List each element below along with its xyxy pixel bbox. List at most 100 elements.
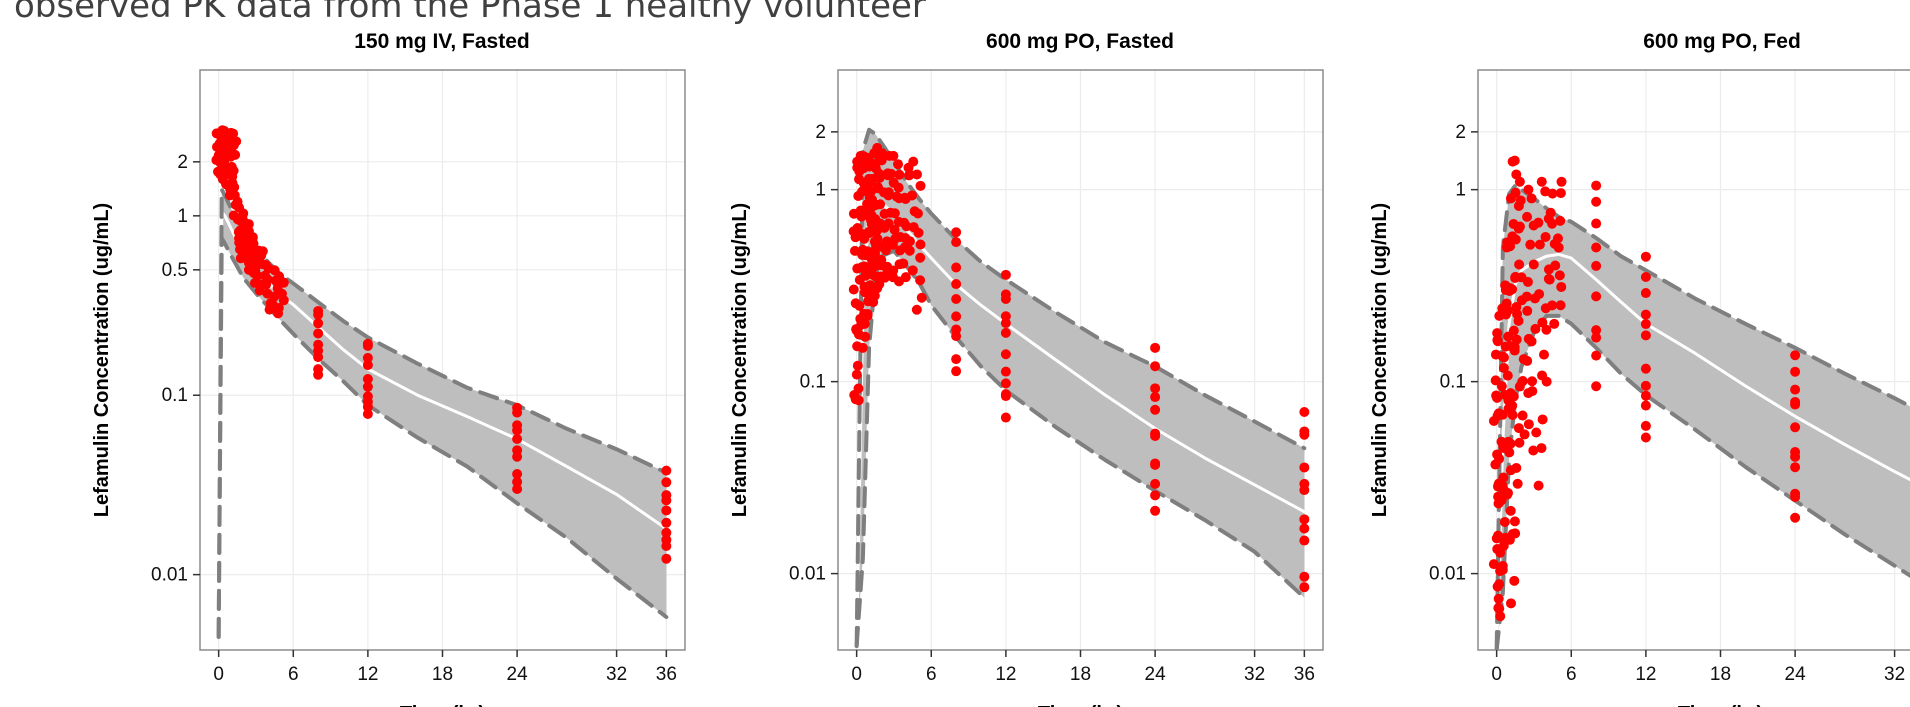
observed-point — [1150, 392, 1161, 403]
observed-point — [898, 258, 909, 269]
observed-point — [1150, 342, 1161, 353]
prediction-band — [856, 129, 1305, 646]
observed-point — [880, 245, 891, 256]
observed-point — [913, 227, 924, 238]
observed-point — [1536, 443, 1547, 454]
observed-point — [1790, 447, 1801, 458]
observed-point — [911, 304, 922, 315]
observed-point — [1591, 180, 1602, 191]
observed-point — [1640, 251, 1651, 262]
observed-point — [512, 484, 523, 495]
y-tick-label: 1 — [177, 206, 188, 227]
observed-point — [1492, 328, 1503, 339]
observed-point — [915, 239, 926, 250]
observed-point — [1537, 414, 1548, 425]
observed-point — [232, 196, 243, 207]
observed-point — [1547, 218, 1558, 229]
observed-point — [1504, 447, 1515, 458]
observed-point — [228, 128, 239, 139]
observed-point — [894, 169, 905, 180]
observed-point — [1498, 362, 1509, 373]
observed-point — [1523, 419, 1534, 430]
observed-point — [860, 331, 871, 342]
observed-point — [1556, 176, 1567, 187]
observed-point — [1556, 281, 1567, 292]
observed-point — [1591, 350, 1602, 361]
observed-point — [362, 391, 373, 402]
observed-point — [900, 272, 911, 283]
observed-point — [313, 339, 324, 350]
observed-point — [1509, 345, 1520, 356]
observed-point — [1521, 291, 1532, 302]
observed-point — [1498, 540, 1509, 551]
observed-point — [313, 328, 324, 339]
observed-point — [1517, 410, 1528, 421]
observed-point — [262, 274, 273, 285]
observed-point — [362, 381, 373, 392]
observed-point — [1000, 412, 1011, 423]
observed-point — [1555, 188, 1566, 199]
observed-point — [512, 402, 523, 413]
observed-point — [1640, 420, 1651, 431]
observed-point — [1550, 260, 1561, 271]
observed-point — [1494, 603, 1505, 614]
observed-point — [260, 260, 271, 271]
observed-point — [1519, 429, 1530, 440]
observed-point — [874, 279, 885, 290]
x-axis-label: Time (hr) — [400, 703, 485, 707]
observed-point — [1534, 239, 1545, 250]
observed-point — [904, 236, 915, 247]
observed-point — [951, 366, 962, 377]
observed-point — [1544, 274, 1555, 285]
y-tick-label: 2 — [1455, 122, 1466, 143]
lower-bound-line — [216, 236, 669, 639]
observed-point — [1528, 445, 1539, 456]
observed-point — [915, 180, 926, 191]
observed-point — [1502, 370, 1513, 381]
observed-point — [512, 434, 523, 445]
x-tick-label: 12 — [995, 664, 1016, 685]
x-axis-label: Time (hr) — [1038, 703, 1123, 707]
observed-point — [276, 288, 287, 299]
observed-point — [661, 465, 672, 476]
observed-point — [852, 360, 863, 371]
observed-point — [1508, 325, 1519, 336]
observed-point — [1640, 390, 1651, 401]
x-tick-label: 0 — [213, 664, 224, 685]
observed-point — [1509, 575, 1520, 586]
observed-point — [893, 182, 904, 193]
observed-point — [1640, 288, 1651, 299]
observed-point — [1502, 487, 1513, 498]
observed-point — [1591, 260, 1602, 271]
observed-point — [951, 293, 962, 304]
observed-point — [1493, 593, 1504, 604]
observed-point — [1790, 350, 1801, 361]
observed-point — [1545, 207, 1556, 218]
x-tick-label: 0 — [851, 664, 862, 685]
y-tick-label: 0.01 — [1429, 564, 1466, 585]
x-tick-label: 24 — [507, 664, 529, 685]
upper-bound-line — [854, 127, 1307, 648]
observed-point — [512, 445, 523, 456]
observed-point — [907, 265, 918, 276]
x-tick-label: 0 — [1491, 664, 1502, 685]
observed-point — [512, 476, 523, 487]
observed-point — [1510, 187, 1521, 198]
observed-point — [1299, 535, 1310, 546]
observed-point — [1555, 215, 1566, 226]
observed-point — [899, 217, 910, 228]
observed-point — [893, 159, 904, 170]
observed-point — [1150, 505, 1161, 516]
observed-point — [951, 311, 962, 322]
observed-point — [889, 224, 900, 235]
x-tick-label: 24 — [1145, 664, 1167, 685]
observed-point — [951, 227, 962, 238]
observed-point — [1505, 505, 1516, 516]
x-tick-label: 18 — [1070, 664, 1091, 685]
observed-point — [1508, 391, 1519, 402]
observed-point — [362, 409, 373, 420]
observed-point — [1150, 478, 1161, 489]
observed-point — [1498, 352, 1509, 363]
observed-point — [313, 318, 324, 329]
observed-point — [230, 149, 241, 160]
